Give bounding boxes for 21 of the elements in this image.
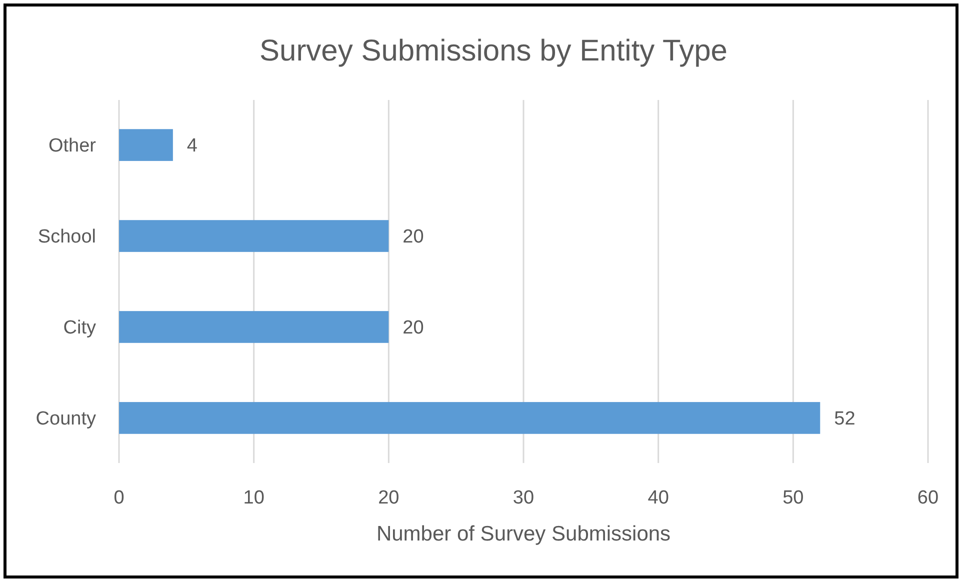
data-label: 4	[186, 136, 198, 157]
bar	[119, 402, 820, 434]
x-tick-label: 20	[378, 488, 400, 509]
x-tick-label: 40	[648, 488, 669, 509]
x-tick-label: 50	[782, 488, 804, 509]
x-tick-label: 0	[114, 488, 124, 509]
x-tick-label: 10	[243, 488, 264, 509]
bar	[119, 220, 389, 252]
data-label: 52	[834, 408, 856, 430]
x-tick-label: 30	[512, 488, 534, 509]
y-tick-label: School	[38, 226, 96, 248]
data-label: 20	[402, 226, 424, 248]
y-tick-label: City	[63, 318, 96, 339]
y-tick-label: County	[36, 408, 96, 430]
x-axis-title: Number of Survey Submissions	[376, 522, 671, 546]
x-tick-label: 60	[917, 488, 939, 509]
bar	[119, 311, 389, 343]
y-tick-label: Other	[48, 136, 97, 157]
chart-title: Survey Submissions by Entity Type	[260, 34, 728, 68]
bar	[119, 129, 173, 161]
data-label: 20	[402, 318, 424, 339]
